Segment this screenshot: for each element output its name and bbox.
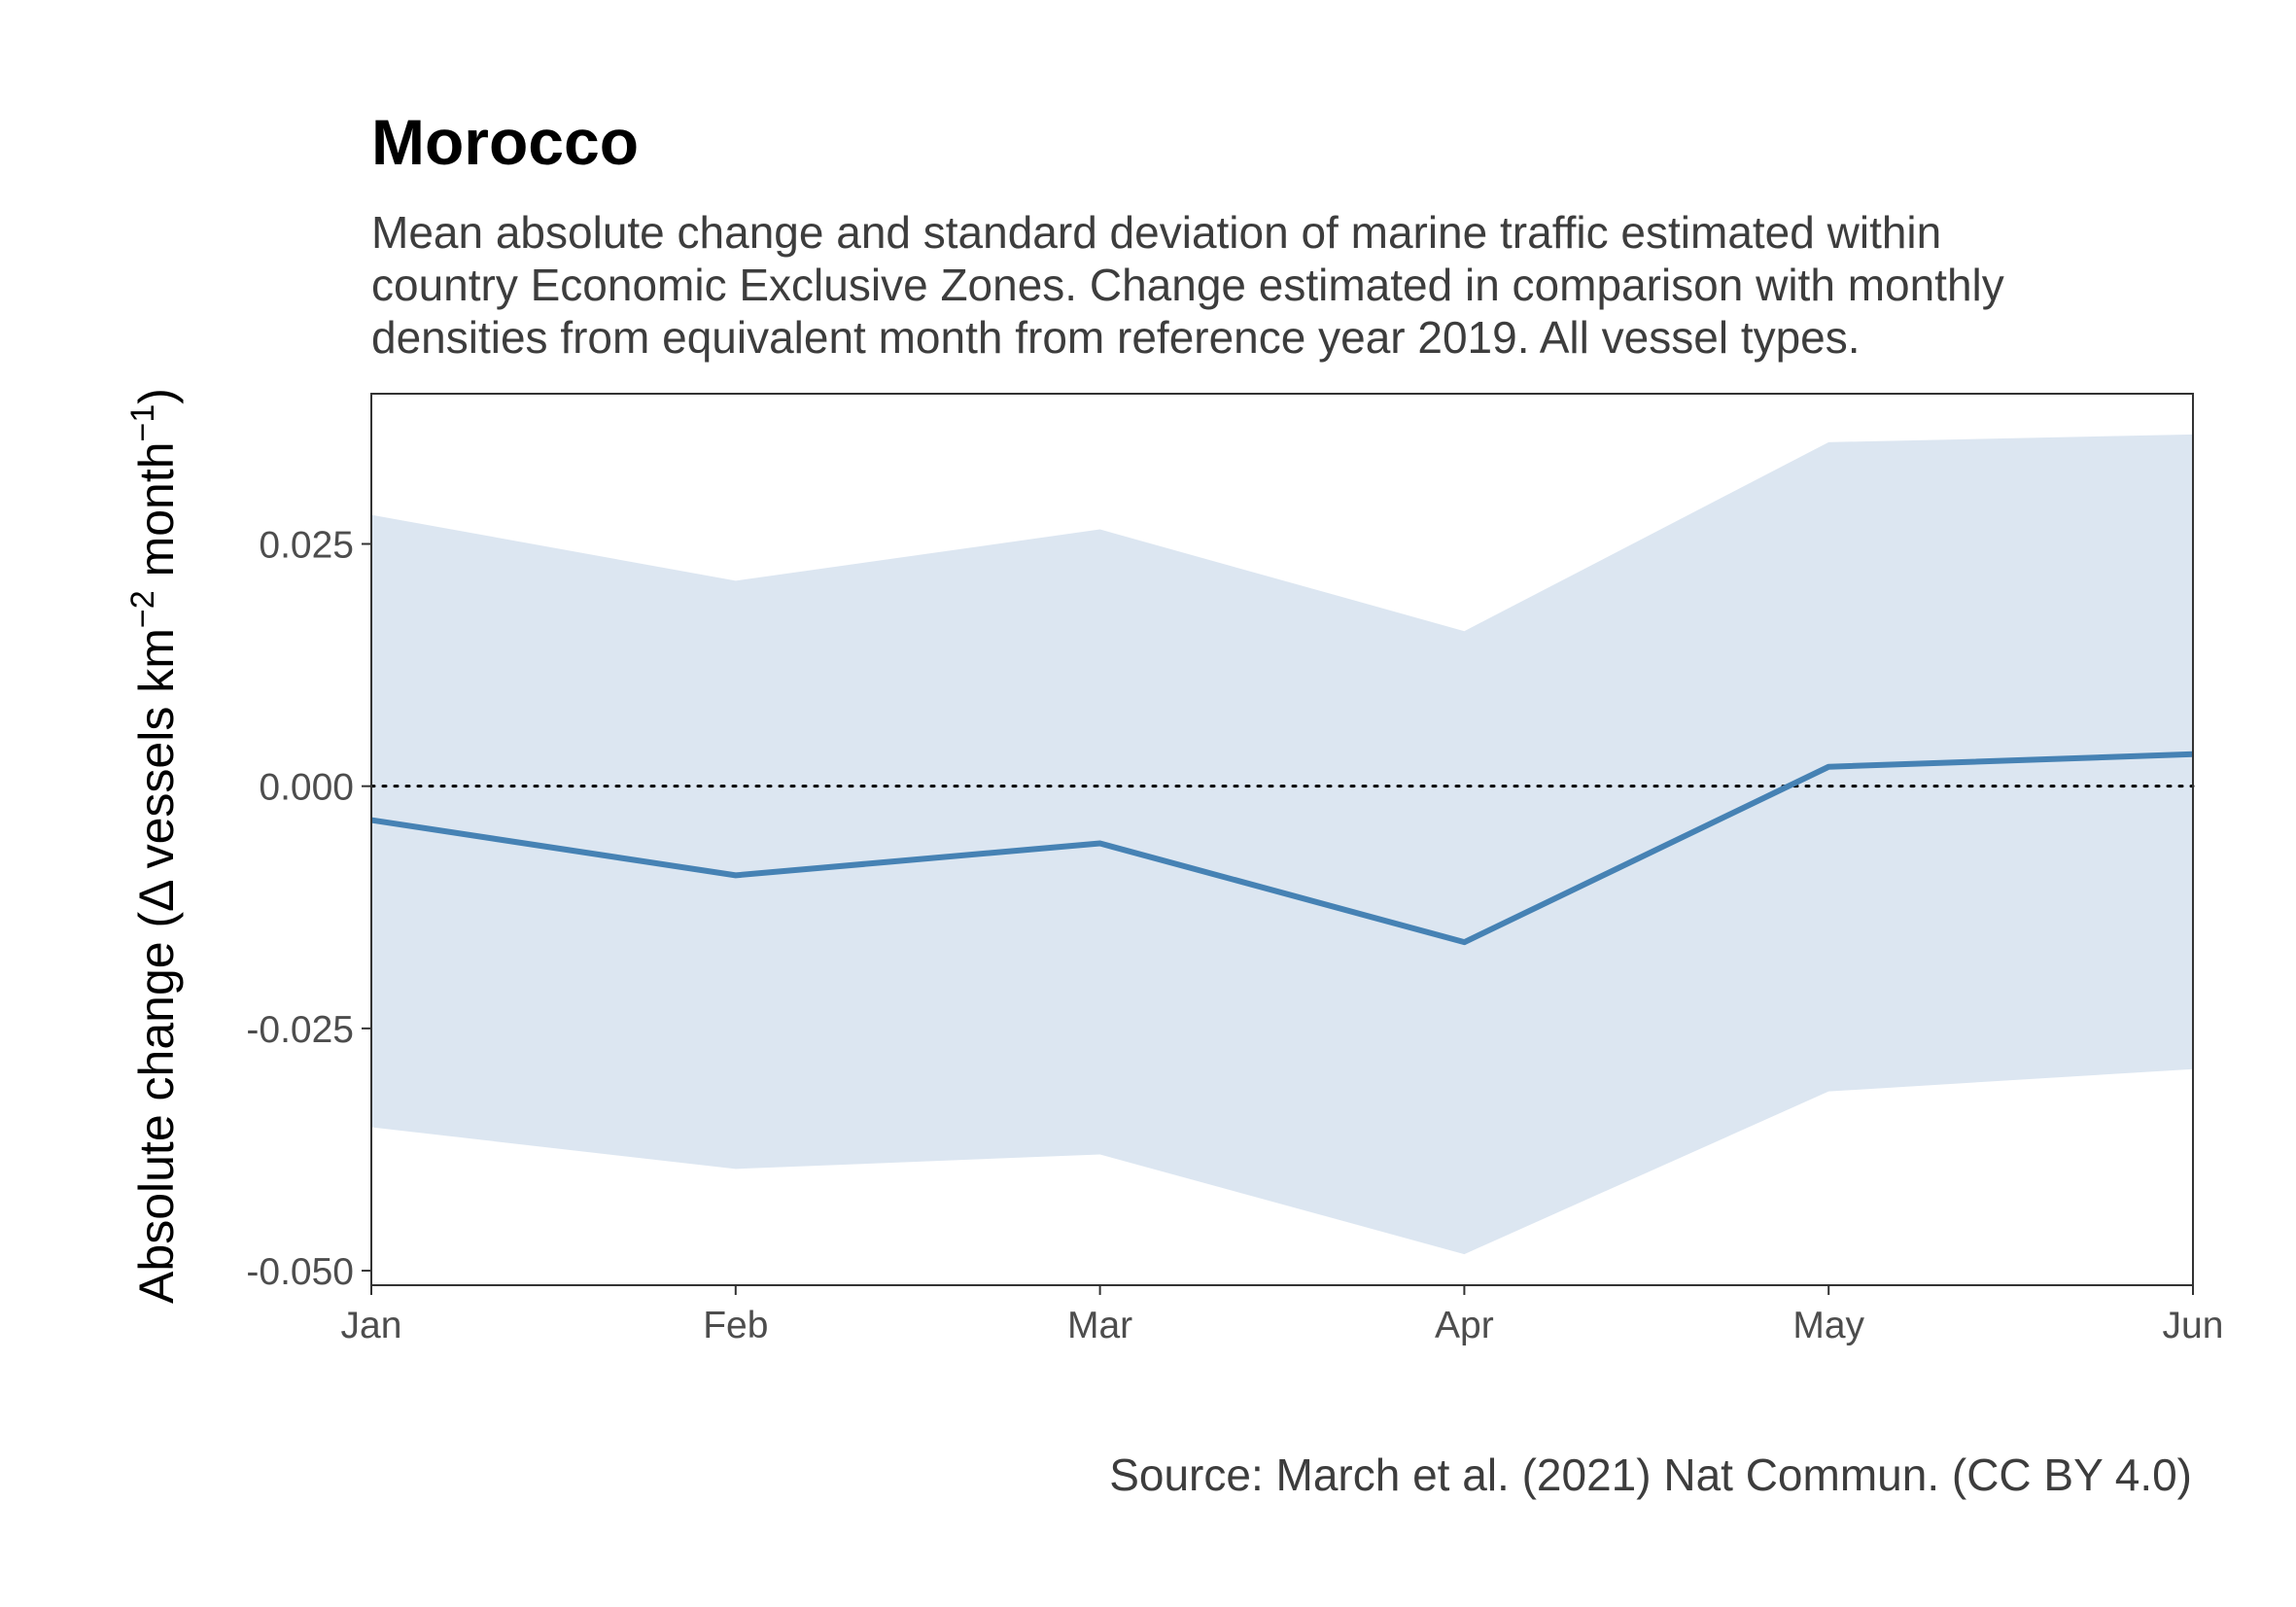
mean-change-line — [370, 751, 2194, 946]
y-axis-title: Absolute change (Δ vessels km−2 month−1) — [124, 388, 184, 1304]
x-tick-label-apr: Apr — [1435, 1305, 1494, 1346]
y-tick-label: -0.050 — [246, 1251, 354, 1293]
y-axis-title-sup2: −1 — [124, 404, 161, 442]
chart-subtitle: Mean absolute change and standard deviat… — [371, 206, 2218, 364]
chart-caption: Source: March et al. (2021) Nat Commun. … — [1109, 1450, 2192, 1500]
y-axis-title-main: Absolute change (Δ vessels km — [129, 628, 184, 1304]
x-tick-label-may: May — [1792, 1305, 1864, 1346]
x-tick-label-jun: Jun — [2163, 1305, 2224, 1346]
subtitle-line: country Economic Exclusive Zones. Change… — [371, 260, 2004, 310]
sd-ribbon — [371, 434, 2193, 1255]
y-axis-title-end: ) — [129, 388, 184, 404]
x-tick-label-feb: Feb — [703, 1305, 768, 1346]
y-tick-label: 0.000 — [259, 767, 354, 809]
y-tick-label: -0.025 — [246, 1009, 354, 1051]
chart-title: Morocco — [371, 106, 640, 178]
panel-border — [370, 393, 2194, 1286]
y-axis-title-mid: month — [129, 441, 184, 590]
x-tick-label-jan: Jan — [341, 1305, 402, 1346]
subtitle-line: densities from equivalent month from ref… — [371, 312, 1861, 363]
plot-area: -0.050 -0.025 0.000 0.025 Jan Feb Mar Apr May Jun — [246, 393, 2224, 1346]
y-tick-label: 0.025 — [259, 524, 354, 566]
x-tick-label-mar: Mar — [1067, 1305, 1132, 1346]
subtitle-line: Mean absolute change and standard deviat… — [371, 207, 1942, 258]
y-axis-title-sup1: −2 — [124, 590, 161, 628]
